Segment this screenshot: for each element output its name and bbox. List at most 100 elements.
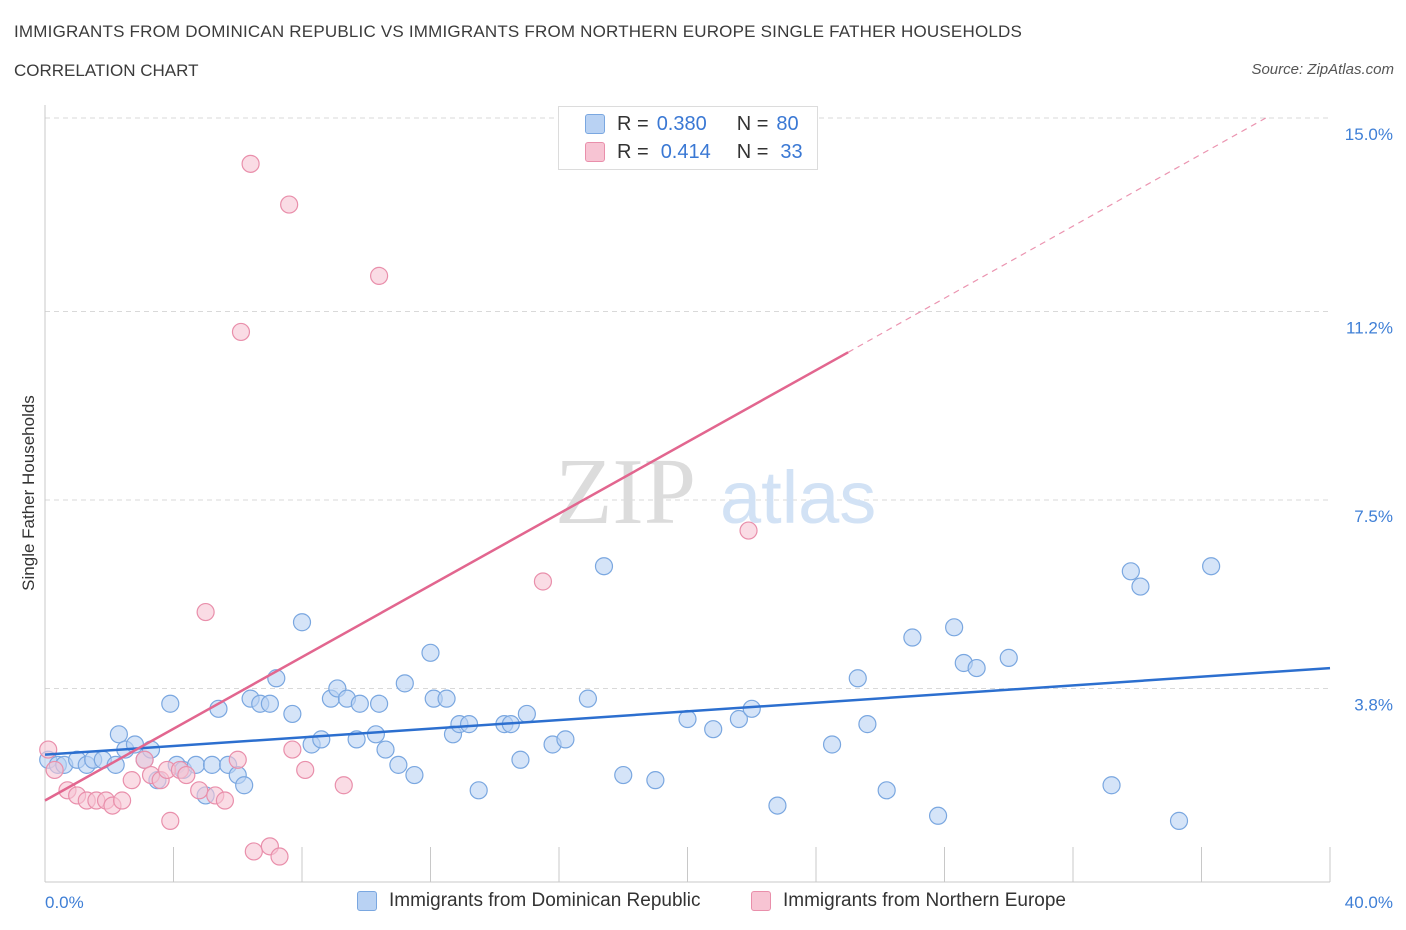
- data-point-dominican: [945, 618, 964, 637]
- legend-r-label: R =: [617, 112, 649, 135]
- data-point-northern-europe: [739, 521, 758, 540]
- data-point-dominican: [877, 781, 896, 800]
- legend-n-value: 33: [780, 140, 803, 163]
- watermark-zip: ZIP: [555, 440, 696, 544]
- legend-n-value: 80: [776, 112, 799, 135]
- data-point-dominican: [1121, 562, 1140, 581]
- data-point-northern-europe: [215, 791, 234, 810]
- data-point-dominican: [312, 730, 331, 749]
- data-point-northern-europe: [334, 776, 353, 795]
- data-point-dominican: [202, 755, 222, 774]
- data-point-dominican: [822, 735, 842, 754]
- legend-label-northern-europe: Immigrants from Northern Europe: [783, 890, 1066, 911]
- data-point-dominican: [999, 648, 1018, 667]
- legend-n-label: N =: [736, 140, 769, 163]
- data-point-dominican: [556, 730, 575, 749]
- data-point-dominican: [742, 699, 761, 718]
- data-point-dominican: [1169, 811, 1189, 830]
- legend-row-dominican: R = 0.380 N = 80: [585, 112, 799, 136]
- data-point-dominican: [967, 658, 986, 678]
- data-point-northern-europe: [135, 750, 154, 769]
- data-point-dominican: [594, 557, 614, 576]
- grid-lines: [45, 117, 1330, 689]
- data-point-northern-europe: [283, 740, 302, 759]
- data-point-dominican: [389, 755, 408, 774]
- data-point-northern-europe: [241, 154, 260, 173]
- data-point-dominican: [405, 765, 424, 785]
- data-point-northern-europe: [112, 791, 132, 810]
- legend-r-value: 0.414: [660, 140, 711, 163]
- data-point-northern-europe: [196, 602, 215, 622]
- data-point-northern-europe: [122, 771, 141, 790]
- data-point-northern-europe: [190, 781, 209, 800]
- legend-item-dominican: Immigrants from Dominican Republic: [357, 888, 701, 914]
- data-point-dominican: [517, 704, 536, 724]
- chart-subtitle: CORRELATION CHART: [14, 61, 199, 80]
- data-point-dominican: [437, 689, 456, 708]
- x-tick-label-min: 0.0%: [45, 893, 84, 912]
- trend-line-dominican: [44, 666, 1331, 756]
- data-point-dominican: [109, 725, 128, 744]
- data-point-northern-europe: [177, 765, 196, 785]
- data-point-northern-europe: [296, 760, 315, 780]
- data-point-dominican: [459, 715, 479, 734]
- data-point-northern-europe: [231, 322, 251, 342]
- correlation-legend: R = 0.380 N = 80 R = 0.414 N = 33: [558, 106, 818, 170]
- legend-swatch-pink: [751, 891, 771, 911]
- y-axis-label: Single Father Households: [19, 395, 38, 591]
- legend-swatch-blue: [585, 114, 605, 134]
- data-point-dominican: [292, 613, 312, 632]
- data-point-dominican: [1202, 557, 1221, 576]
- trend-extension-northern-europe: [847, 117, 1267, 353]
- data-point-dominican: [729, 709, 749, 729]
- data-point-dominican: [350, 694, 369, 713]
- legend-r-label: R =: [617, 140, 649, 163]
- data-point-northern-europe: [370, 266, 389, 285]
- data-point-dominican: [235, 776, 254, 795]
- legend-swatch-pink: [585, 142, 605, 162]
- data-point-dominican: [260, 694, 279, 713]
- y-tick-label: 11.2%: [1346, 319, 1393, 338]
- data-point-dominican: [511, 750, 530, 769]
- data-point-dominican: [704, 720, 723, 739]
- data-point-dominican: [283, 704, 302, 724]
- data-point-northern-europe: [270, 847, 289, 866]
- data-point-dominican: [1102, 776, 1121, 795]
- data-point-dominican: [678, 709, 697, 729]
- data-point-dominican: [848, 669, 867, 688]
- data-point-dominican: [161, 694, 180, 713]
- data-point-dominican: [376, 740, 395, 759]
- data-point-northern-europe: [45, 760, 64, 780]
- y-tick-label: 7.5%: [1354, 507, 1393, 526]
- data-point-dominican: [614, 765, 633, 785]
- x-tick-label-max: 40.0%: [1345, 893, 1393, 912]
- data-point-dominican: [370, 694, 389, 713]
- legend-swatch-blue: [357, 891, 377, 911]
- y-tick-label: 3.8%: [1354, 695, 1393, 714]
- data-point-dominican: [858, 715, 877, 734]
- source-label: Source: ZipAtlas.com: [1251, 61, 1394, 78]
- legend-r-value: 0.380: [656, 112, 707, 135]
- tick-labels: 3.8% 7.5% 11.2% 15.0% 0.0% 40.0%: [45, 125, 1393, 912]
- data-point-dominican: [469, 781, 488, 800]
- legend-label-dominican: Immigrants from Dominican Republic: [389, 890, 701, 911]
- legend-n-label: N =: [736, 112, 769, 135]
- data-point-northern-europe: [161, 811, 180, 830]
- data-point-dominican: [395, 674, 414, 693]
- chart-title: IMMIGRANTS FROM DOMINICAN REPUBLIC VS IM…: [14, 22, 1023, 41]
- data-point-northern-europe: [533, 572, 553, 591]
- y-tick-label: 15.0%: [1345, 125, 1393, 144]
- legend-item-northern-europe: Immigrants from Northern Europe: [751, 888, 1066, 914]
- data-point-northern-europe: [244, 842, 263, 861]
- trend-line-northern-europe: [44, 351, 849, 802]
- data-point-dominican: [928, 806, 948, 825]
- data-point-dominican: [366, 725, 385, 744]
- data-point-northern-europe: [280, 195, 299, 214]
- watermark: ZIP atlas: [555, 440, 876, 544]
- trend-lines: [44, 117, 1331, 802]
- data-point-dominican: [421, 643, 440, 662]
- legend-row-northern-europe: R = 0.414 N = 33: [585, 140, 803, 164]
- data-point-dominican: [1131, 577, 1150, 596]
- data-point-dominican: [768, 796, 787, 815]
